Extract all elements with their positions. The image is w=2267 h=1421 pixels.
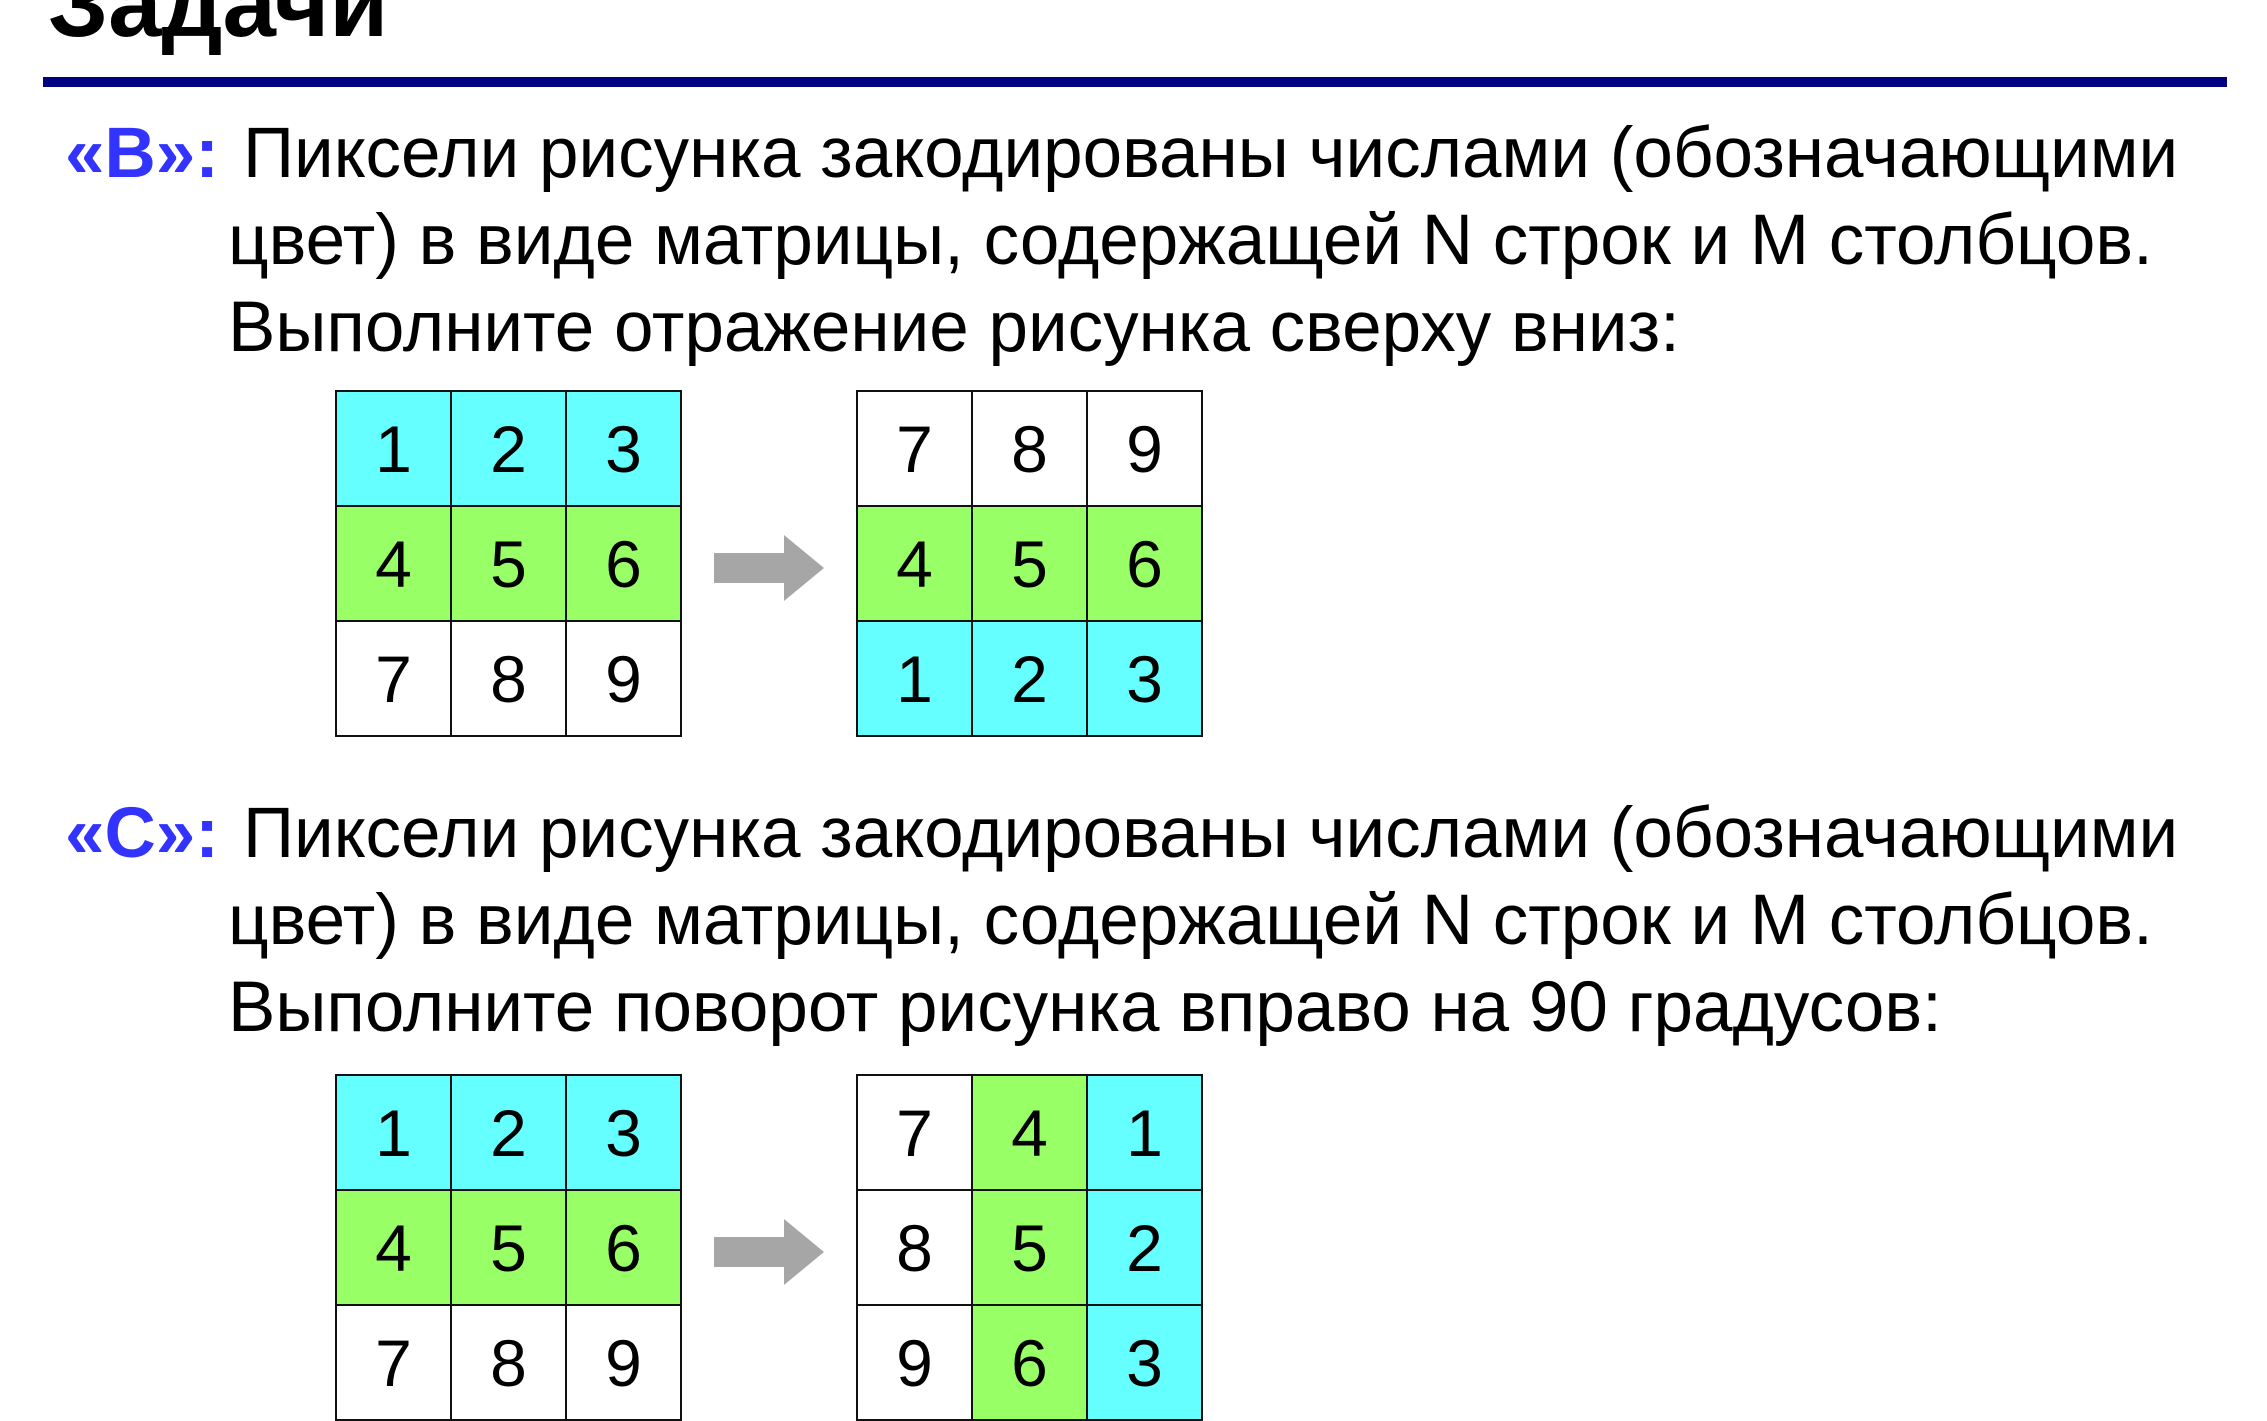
task-c-text-3: Выполните поворот рисунка вправо на 90 г… bbox=[228, 968, 1942, 1047]
task-b-text-2: цвет) в виде матрицы, содержащей N строк… bbox=[228, 201, 2153, 280]
matrix-cell: 6 bbox=[1088, 507, 1203, 622]
matrix-cell: 5 bbox=[973, 507, 1088, 622]
matrix-cell: 3 bbox=[567, 1076, 682, 1191]
matrix-cell: 8 bbox=[452, 622, 567, 737]
arrow-right-icon bbox=[714, 1219, 824, 1285]
matrix-cell: 4 bbox=[337, 507, 452, 622]
matrix-cell: 5 bbox=[452, 507, 567, 622]
matrix-cell: 1 bbox=[337, 392, 452, 507]
matrix-cell: 2 bbox=[452, 1076, 567, 1191]
matrix-cell: 7 bbox=[337, 1306, 452, 1421]
task-b-label: «В»: bbox=[65, 114, 219, 193]
title-underline bbox=[43, 77, 2227, 87]
matrix-cell: 7 bbox=[858, 392, 973, 507]
matrix-cell: 4 bbox=[858, 507, 973, 622]
matrix-cell: 8 bbox=[973, 392, 1088, 507]
matrix-cell: 9 bbox=[567, 1306, 682, 1421]
matrix-cell: 6 bbox=[973, 1306, 1088, 1421]
matrix-cell: 6 bbox=[567, 507, 682, 622]
matrix-cell: 6 bbox=[567, 1191, 682, 1306]
matrix-cell: 1 bbox=[858, 622, 973, 737]
matrix-cell: 3 bbox=[1088, 622, 1203, 737]
matrix-cell: 8 bbox=[452, 1306, 567, 1421]
matrix-cell: 5 bbox=[452, 1191, 567, 1306]
matrix-cell: 1 bbox=[1088, 1076, 1203, 1191]
arrow-right-icon bbox=[714, 535, 824, 601]
matrix-cell: 3 bbox=[567, 392, 682, 507]
matrix-cell: 2 bbox=[1088, 1191, 1203, 1306]
task-b-text-1: Пиксели рисунка закодированы числами (об… bbox=[243, 114, 2179, 193]
task-c-text-2: цвет) в виде матрицы, содержащей N строк… bbox=[228, 881, 2153, 960]
matrix-cell: 4 bbox=[973, 1076, 1088, 1191]
matrix-cell: 1 bbox=[337, 1076, 452, 1191]
task-b-line-1: «В»: Пиксели рисунка закодированы числам… bbox=[65, 118, 2178, 189]
matrix-cell: 9 bbox=[858, 1306, 973, 1421]
task-c-line-1: «С»: Пиксели рисунка закодированы числам… bbox=[65, 798, 2178, 869]
task-c-text-1: Пиксели рисунка закодированы числами (об… bbox=[243, 794, 2179, 873]
task-c-label: «С»: bbox=[65, 794, 219, 873]
matrix-cell: 8 bbox=[858, 1191, 973, 1306]
matrix-cell: 9 bbox=[567, 622, 682, 737]
matrix-cell: 2 bbox=[452, 392, 567, 507]
matrix-cell: 7 bbox=[337, 622, 452, 737]
matrix-cell: 2 bbox=[973, 622, 1088, 737]
matrix-cell: 5 bbox=[973, 1191, 1088, 1306]
matrix-cell: 9 bbox=[1088, 392, 1203, 507]
matrix-cell: 3 bbox=[1088, 1306, 1203, 1421]
matrix-cell: 4 bbox=[337, 1191, 452, 1306]
matrix-cell: 7 bbox=[858, 1076, 973, 1191]
task-b-text-3: Выполните отражение рисунка сверху вниз: bbox=[228, 288, 1680, 367]
slide-title: Задачи bbox=[48, 0, 389, 57]
